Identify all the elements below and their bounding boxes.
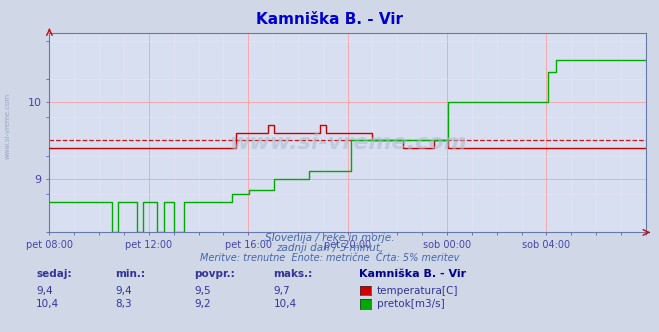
Text: 9,5: 9,5 [194,286,211,296]
Text: povpr.:: povpr.: [194,269,235,279]
Text: 9,4: 9,4 [115,286,132,296]
Text: 9,4: 9,4 [36,286,53,296]
Text: 10,4: 10,4 [273,299,297,309]
Text: Meritve: trenutne  Enote: metrične  Črta: 5% meritev: Meritve: trenutne Enote: metrične Črta: … [200,253,459,263]
Text: sedaj:: sedaj: [36,269,72,279]
Text: Kamniška B. - Vir: Kamniška B. - Vir [359,269,467,279]
Text: min.:: min.: [115,269,146,279]
Text: temperatura[C]: temperatura[C] [377,286,459,296]
Text: 9,2: 9,2 [194,299,211,309]
Text: Slovenija / reke in morje.: Slovenija / reke in morje. [265,233,394,243]
Text: www.si-vreme.com: www.si-vreme.com [229,133,467,153]
Text: maks.:: maks.: [273,269,313,279]
Text: 10,4: 10,4 [36,299,59,309]
Text: 9,7: 9,7 [273,286,290,296]
Text: www.si-vreme.com: www.si-vreme.com [5,93,11,159]
Text: Kamniška B. - Vir: Kamniška B. - Vir [256,12,403,27]
Text: zadnji dan / 5 minut.: zadnji dan / 5 minut. [276,243,383,253]
Text: pretok[m3/s]: pretok[m3/s] [377,299,445,309]
Text: 8,3: 8,3 [115,299,132,309]
